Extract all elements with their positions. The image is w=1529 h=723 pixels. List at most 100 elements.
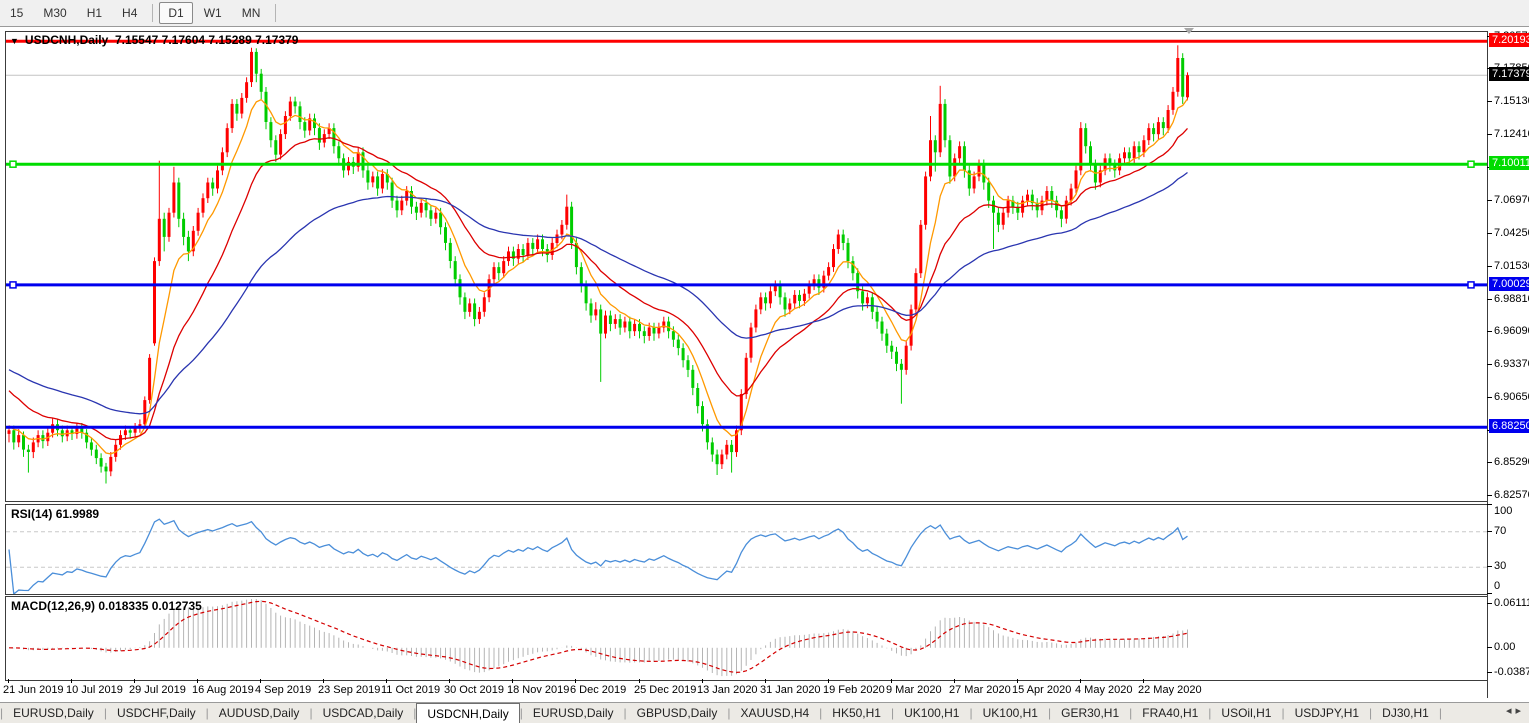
timeframe-button-m30[interactable]: M30 <box>43 6 67 20</box>
tab-separator: | <box>0 706 4 720</box>
candle <box>773 280 777 297</box>
chart-tab-usoil-h1[interactable]: USOil,H1 <box>1221 706 1272 720</box>
candle <box>691 365 695 396</box>
chart-tab-gbpusd-daily[interactable]: GBPUSD,Daily <box>636 706 718 720</box>
chart-tab-usdcad-daily[interactable]: USDCAD,Daily <box>322 706 404 720</box>
chart-tab-uk100-h1[interactable]: UK100,H1 <box>904 706 960 720</box>
candle <box>177 177 181 228</box>
candle <box>604 310 607 339</box>
candle <box>846 238 850 269</box>
timeframe-button-mn[interactable]: MN <box>241 6 261 20</box>
tab-separator: | <box>1047 706 1052 720</box>
candle <box>827 262 831 281</box>
candle <box>157 160 161 266</box>
chart-tab-ger30-h1[interactable]: GER30,H1 <box>1061 706 1120 720</box>
candle <box>623 316 627 333</box>
tab-scroll-left-icon[interactable]: ◂ <box>1505 705 1516 717</box>
date-tick <box>891 679 892 683</box>
candle <box>1161 117 1165 136</box>
candle <box>313 113 316 136</box>
date-tick-label: 22 May 2020 <box>1138 684 1202 696</box>
price-chart-panel[interactable] <box>5 31 1488 502</box>
candle <box>133 423 137 438</box>
date-tick <box>765 679 766 683</box>
chart-tab-eurusd-daily[interactable]: EURUSD,Daily <box>532 706 614 720</box>
tab-separator: | <box>1281 706 1285 720</box>
rsi-value: 61.9989 <box>55 507 100 521</box>
tab-separator: | <box>969 706 973 720</box>
date-tick <box>71 679 72 683</box>
candle <box>497 262 501 281</box>
candle <box>608 310 612 332</box>
candle <box>492 262 496 284</box>
candle <box>162 212 166 252</box>
chart-tab-usdchf-daily[interactable]: USDCHF,Daily <box>116 706 196 720</box>
pivot-line-7.10[interactable] <box>6 160 1487 168</box>
candle <box>502 256 506 278</box>
macd-tick-label: -0.03877 <box>1494 666 1529 678</box>
candle <box>948 135 952 184</box>
candle <box>109 452 113 477</box>
candle <box>1181 53 1185 104</box>
candle <box>962 141 966 178</box>
candle <box>1098 165 1102 188</box>
candle <box>206 177 210 203</box>
chart-tab-eurusd-daily[interactable]: EURUSD,Daily <box>13 706 94 720</box>
candle <box>1074 165 1078 194</box>
date-tick <box>386 679 387 683</box>
line-handle <box>9 160 17 168</box>
timeframe-button-h1[interactable]: H1 <box>86 6 103 20</box>
candle <box>929 116 932 182</box>
date-tick <box>8 679 9 683</box>
chart-tab-hk50-h1[interactable]: HK50,H1 <box>832 706 881 720</box>
price-tick <box>1487 331 1492 332</box>
macd-canvas[interactable] <box>6 597 1487 680</box>
macd-panel[interactable] <box>5 596 1488 681</box>
timeframe-toolbar: 15 M30 H1 H4 D1 W1 MN <box>0 0 1529 27</box>
chart-tab-dj30-h1[interactable]: DJ30,H1 <box>1382 706 1429 720</box>
tab-separator: | <box>1438 706 1442 720</box>
candle <box>419 198 423 218</box>
chart-tab-xauusd-h4[interactable]: XAUUSD,H4 <box>740 706 810 720</box>
price-tick <box>1487 101 1492 102</box>
candle <box>1045 186 1049 206</box>
rsi-tick <box>1487 593 1492 594</box>
candle <box>1030 189 1034 211</box>
rsi-canvas[interactable] <box>6 505 1487 594</box>
candle <box>536 234 540 254</box>
candle <box>613 314 617 329</box>
tab-scroll-right-icon[interactable]: ▸ <box>1515 705 1525 717</box>
rsi-panel[interactable] <box>5 504 1488 595</box>
date-tick-label: 6 Dec 2019 <box>570 684 627 696</box>
timeframe-button-w1[interactable]: W1 <box>203 6 222 20</box>
candle <box>579 262 583 293</box>
date-tick-label: 11 Oct 2019 <box>381 684 441 696</box>
date-tick-label: 27 Mar 2020 <box>949 684 1011 696</box>
candle <box>337 141 341 166</box>
candle <box>511 246 515 266</box>
candle <box>468 298 472 317</box>
timeframe-button-d1[interactable]: D1 <box>159 2 193 24</box>
chart-shift-marker-icon[interactable] <box>1184 28 1194 34</box>
timeframe-button-h4[interactable]: H4 <box>122 6 138 20</box>
date-tick <box>512 679 513 683</box>
candle <box>1152 123 1156 142</box>
tab-separator: | <box>103 706 107 720</box>
chart-dropdown-icon[interactable]: ▼ <box>10 36 19 46</box>
chart-tab-audusd-daily[interactable]: AUDUSD,Daily <box>218 706 300 720</box>
chart-tab-fra40-h1[interactable]: FRA40,H1 <box>1142 706 1199 720</box>
timeframe-button-15[interactable]: 15 <box>10 6 24 20</box>
candle <box>725 440 729 460</box>
rsi-tick <box>1487 566 1492 567</box>
candle <box>385 169 389 190</box>
date-tick <box>954 679 955 683</box>
candle <box>1089 141 1092 172</box>
chart-tab-uk100-h1[interactable]: UK100,H1 <box>982 706 1038 720</box>
pivot-line-7.00[interactable] <box>6 281 1487 289</box>
chart-tab-usdjpy-h1[interactable]: USDJPY,H1 <box>1294 706 1360 720</box>
chart-tab-usdcnh-daily[interactable]: USDCNH,Daily <box>416 703 520 723</box>
price-chart-canvas[interactable] <box>6 32 1487 501</box>
date-tick-label: 25 Dec 2019 <box>634 684 697 696</box>
candle <box>254 48 258 83</box>
